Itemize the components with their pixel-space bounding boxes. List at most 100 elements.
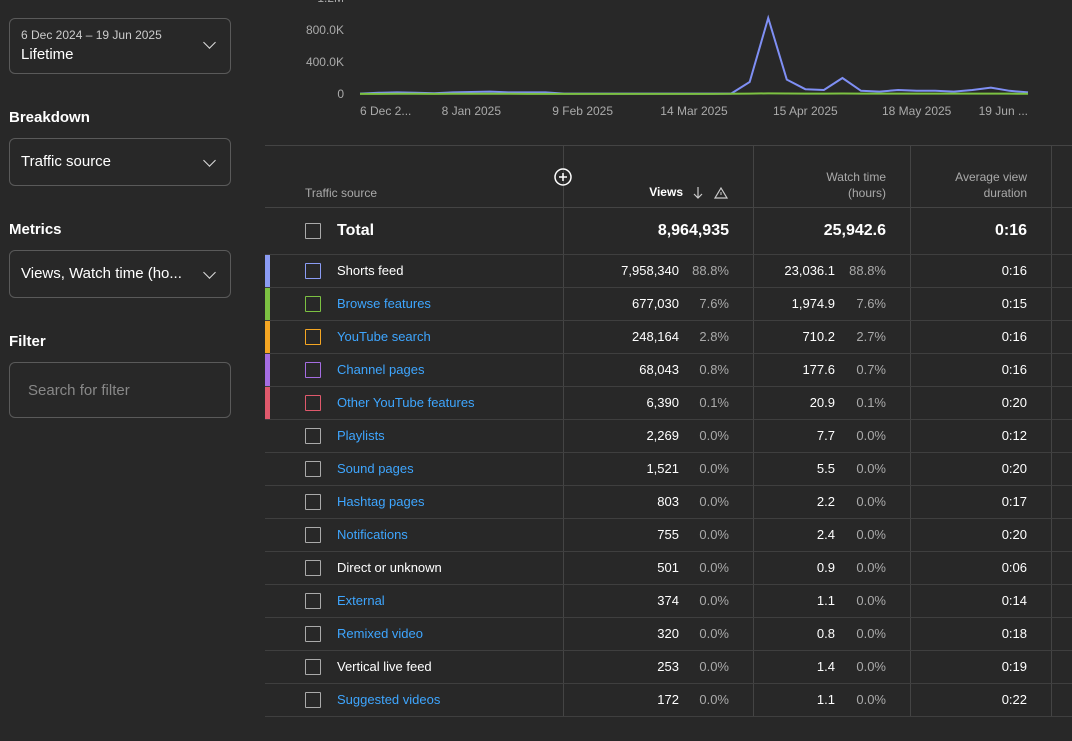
source-link[interactable]: Remixed video (337, 626, 423, 641)
checkbox[interactable] (305, 659, 321, 675)
header-avg: Average view duration (955, 170, 1027, 200)
row-border (265, 320, 1072, 321)
x-tick-label: 8 Jan 2025 (442, 104, 502, 118)
checkbox[interactable] (305, 560, 321, 576)
date-range: 6 Dec 2024 – 19 Jun 2025 (21, 28, 162, 42)
date-dropdown[interactable]: 6 Dec 2024 – 19 Jun 2025 Lifetime (9, 18, 231, 74)
source-name: Direct or unknown (337, 560, 442, 575)
watch-pct: 88.8% (849, 263, 886, 278)
source-name: Shorts feed (337, 263, 404, 278)
avg-duration: 0:19 (1001, 659, 1027, 674)
avg-duration: 0:16 (1001, 329, 1027, 344)
watch-pct: 2.7% (856, 329, 886, 344)
row-border (265, 551, 1072, 552)
header-source: Traffic source (305, 186, 378, 200)
checkbox[interactable] (305, 461, 321, 477)
views: 6,390 (646, 395, 679, 410)
checkbox[interactable] (305, 527, 321, 543)
source-link[interactable]: Notifications (337, 527, 408, 542)
views: 803 (657, 494, 679, 509)
row-color (265, 255, 270, 287)
watch-pct: 0.0% (856, 626, 886, 641)
watch-time: 2.2 (816, 494, 835, 509)
row-border (265, 584, 1072, 585)
avg-duration: 0:16 (1001, 263, 1027, 278)
avg-duration: 0:17 (1001, 494, 1027, 509)
watch-time: 1.1 (816, 593, 835, 608)
watch-time: 1.1 (816, 692, 835, 707)
avg-duration: 0:20 (1001, 461, 1027, 476)
metrics-dropdown[interactable]: Views, Watch time (ho... (9, 250, 231, 298)
checkbox[interactable] (305, 593, 321, 609)
avg-duration: 0:12 (1001, 428, 1027, 443)
views: 253 (657, 659, 679, 674)
metrics-label: Metrics (9, 221, 62, 238)
source-link[interactable]: Suggested videos (337, 692, 441, 707)
watch-pct: 0.0% (856, 692, 886, 707)
checkbox[interactable] (305, 362, 321, 378)
avg-duration: 0:15 (1001, 296, 1027, 311)
add-column[interactable] (553, 167, 573, 187)
views-pct: 0.1% (699, 395, 729, 410)
watch-pct: 0.7% (856, 362, 886, 377)
period: Lifetime (21, 46, 74, 63)
watch-time: 0.9 (816, 560, 835, 575)
watch-time: 23,036.1 (784, 263, 835, 278)
total-views: 8,964,935 (657, 222, 729, 239)
source-link[interactable]: Sound pages (337, 461, 414, 476)
checkbox[interactable] (305, 296, 321, 312)
views: 1,521 (646, 461, 679, 476)
avg-duration: 0:22 (1001, 692, 1027, 707)
watch-time: 7.7 (816, 428, 835, 443)
checkbox[interactable] (305, 428, 321, 444)
breakdown-value: Traffic source (21, 153, 112, 170)
watch-pct: 0.0% (856, 461, 886, 476)
row-border (265, 353, 1072, 354)
checkbox[interactable] (305, 494, 321, 510)
views: 7,958,340 (621, 263, 679, 278)
source-link[interactable]: YouTube search (337, 329, 431, 344)
y-tick-label: 400.0K (306, 55, 344, 69)
watch-time: 20.9 (809, 395, 835, 410)
views: 755 (657, 527, 679, 542)
chart: 0 400.0K 800.0K 1.2M 6 Dec 2... 8 Jan 2025 9 F… (306, 0, 1029, 118)
views-pct: 2.8% (699, 329, 729, 344)
source-name: Vertical live feed (337, 659, 432, 674)
avg-duration: 0:06 (1001, 560, 1027, 575)
views-pct: 0.0% (699, 527, 729, 542)
row-color (265, 354, 270, 386)
sort-icons[interactable] (690, 185, 730, 201)
views-pct: 0.8% (699, 362, 729, 377)
views-pct: 88.8% (692, 263, 729, 278)
watch-pct: 0.0% (856, 560, 886, 575)
watch-pct: 0.0% (856, 428, 886, 443)
source-link[interactable]: Browse features (337, 296, 431, 311)
source-link[interactable]: Playlists (337, 428, 385, 443)
views-pct: 0.0% (699, 626, 729, 641)
source-link[interactable]: External (337, 593, 385, 608)
breakdown-dropdown[interactable]: Traffic source (9, 138, 231, 186)
checkbox[interactable] (305, 223, 321, 239)
y-tick-label: 1.2M (317, 0, 344, 5)
checkbox[interactable] (305, 395, 321, 411)
views-pct: 0.0% (699, 593, 729, 608)
source-link[interactable]: Other YouTube features (337, 395, 475, 410)
filter-placeholder: Search for filter (28, 382, 130, 399)
checkbox[interactable] (305, 263, 321, 279)
filter-label: Filter (9, 333, 46, 350)
filter-input[interactable]: Search for filter (9, 362, 231, 418)
row-color (265, 321, 270, 353)
views: 248,164 (632, 329, 679, 344)
checkbox[interactable] (305, 626, 321, 642)
row-color (265, 387, 270, 419)
source-link[interactable]: Hashtag pages (337, 494, 425, 509)
x-tick-label: 6 Dec 2... (360, 104, 411, 118)
source-link[interactable]: Channel pages (337, 362, 425, 377)
row-border (265, 386, 1072, 387)
watch-time: 2.4 (816, 527, 835, 542)
checkbox[interactable] (305, 329, 321, 345)
checkbox[interactable] (305, 692, 321, 708)
total-watch: 25,942.6 (823, 222, 886, 239)
